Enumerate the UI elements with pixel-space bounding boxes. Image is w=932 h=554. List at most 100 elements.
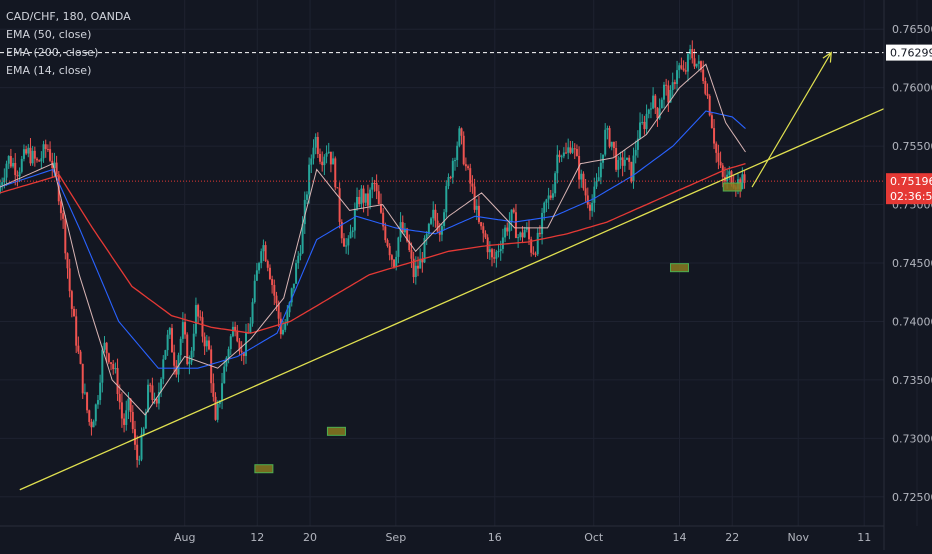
projection-arrow[interactable]	[751, 52, 832, 188]
candle-body	[153, 398, 156, 400]
support-marker[interactable]	[326, 426, 346, 436]
candle-body	[133, 429, 136, 445]
candle-body	[617, 159, 620, 170]
chart-title[interactable]: CAD/CHF, 180, OANDA	[6, 10, 131, 23]
candle-body	[86, 392, 89, 411]
candle-body	[242, 351, 245, 356]
candle-body	[292, 283, 295, 289]
indicator-ema200-label[interactable]: EMA (200, close)	[6, 46, 99, 59]
candle-body	[602, 154, 605, 163]
candle-body	[719, 161, 722, 166]
candle-body	[310, 158, 313, 165]
candle-body	[673, 82, 676, 84]
candle-body	[96, 400, 99, 405]
candle-body	[573, 148, 576, 150]
candle-body	[142, 428, 145, 435]
candle-body	[582, 173, 585, 189]
candle-body	[40, 158, 43, 162]
candle-body	[68, 268, 71, 292]
candle-body	[578, 155, 581, 180]
candle-body	[131, 411, 134, 430]
candle-body	[49, 149, 52, 161]
candle-body	[316, 136, 319, 154]
candle-body	[277, 303, 280, 319]
candle-body	[190, 350, 193, 362]
candle-body	[545, 199, 548, 203]
candle-body	[464, 164, 467, 167]
candle-body	[110, 362, 113, 364]
candle-body	[523, 229, 526, 238]
candle-body	[238, 341, 241, 352]
candle-body	[532, 252, 535, 254]
candle-body	[458, 128, 461, 146]
candle-body	[445, 186, 448, 213]
candle-body	[59, 201, 62, 214]
candle-body	[580, 173, 583, 180]
candle-body	[340, 221, 343, 239]
candle-body	[229, 336, 232, 350]
x-tick-label: Aug	[174, 531, 195, 544]
candle-body	[286, 312, 289, 324]
candle-body	[547, 195, 550, 200]
candle-body	[477, 205, 480, 223]
candle-body	[360, 188, 363, 205]
candle-body	[249, 323, 252, 333]
candle-body	[90, 421, 93, 428]
candle-body	[549, 195, 552, 198]
candle-body	[569, 147, 572, 153]
candle-body	[255, 270, 258, 281]
candle-body	[565, 152, 568, 154]
candle-body	[488, 249, 491, 253]
candle-body	[27, 147, 30, 154]
candle-body	[632, 155, 635, 182]
candle-body	[682, 68, 685, 71]
candle-body	[384, 226, 387, 241]
candle-body	[608, 128, 611, 147]
candle-body	[375, 183, 378, 192]
candle-body	[36, 158, 39, 161]
candle-body	[366, 193, 369, 206]
candle-body	[62, 213, 65, 219]
candle-body	[99, 382, 102, 401]
candle-body	[303, 199, 306, 225]
support-marker[interactable]	[722, 182, 742, 192]
indicator-ema14-label[interactable]: EMA (14, close)	[6, 64, 92, 77]
candle-body	[125, 410, 128, 425]
candle-body	[551, 193, 554, 198]
support-marker[interactable]	[254, 464, 274, 474]
candle-body	[199, 316, 202, 318]
candle-body	[282, 329, 285, 335]
candle-body	[625, 157, 628, 160]
indicator-ema50-label[interactable]: EMA (50, close)	[6, 28, 92, 41]
candle-body	[484, 233, 487, 238]
candle-body	[46, 148, 49, 150]
candle-body	[332, 158, 335, 165]
candle-body	[371, 182, 374, 190]
candle-body	[66, 253, 69, 269]
candle-body	[628, 157, 631, 162]
candle-body	[495, 251, 498, 259]
support-marker[interactable]	[669, 263, 689, 273]
candle-body	[207, 340, 210, 350]
candle-body	[480, 222, 483, 227]
candle-body	[312, 147, 315, 159]
ema-200-line	[0, 162, 746, 334]
candle-body	[451, 160, 454, 178]
candle-body	[710, 115, 713, 129]
support-trendline[interactable]	[19, 108, 885, 491]
candle-body	[92, 421, 95, 428]
candle-body	[258, 263, 261, 271]
candle-body	[521, 232, 524, 238]
candle-body	[186, 334, 189, 365]
candle-body	[623, 159, 626, 166]
candle-body	[251, 302, 254, 324]
candle-body	[160, 378, 163, 392]
candle-body	[586, 195, 589, 205]
